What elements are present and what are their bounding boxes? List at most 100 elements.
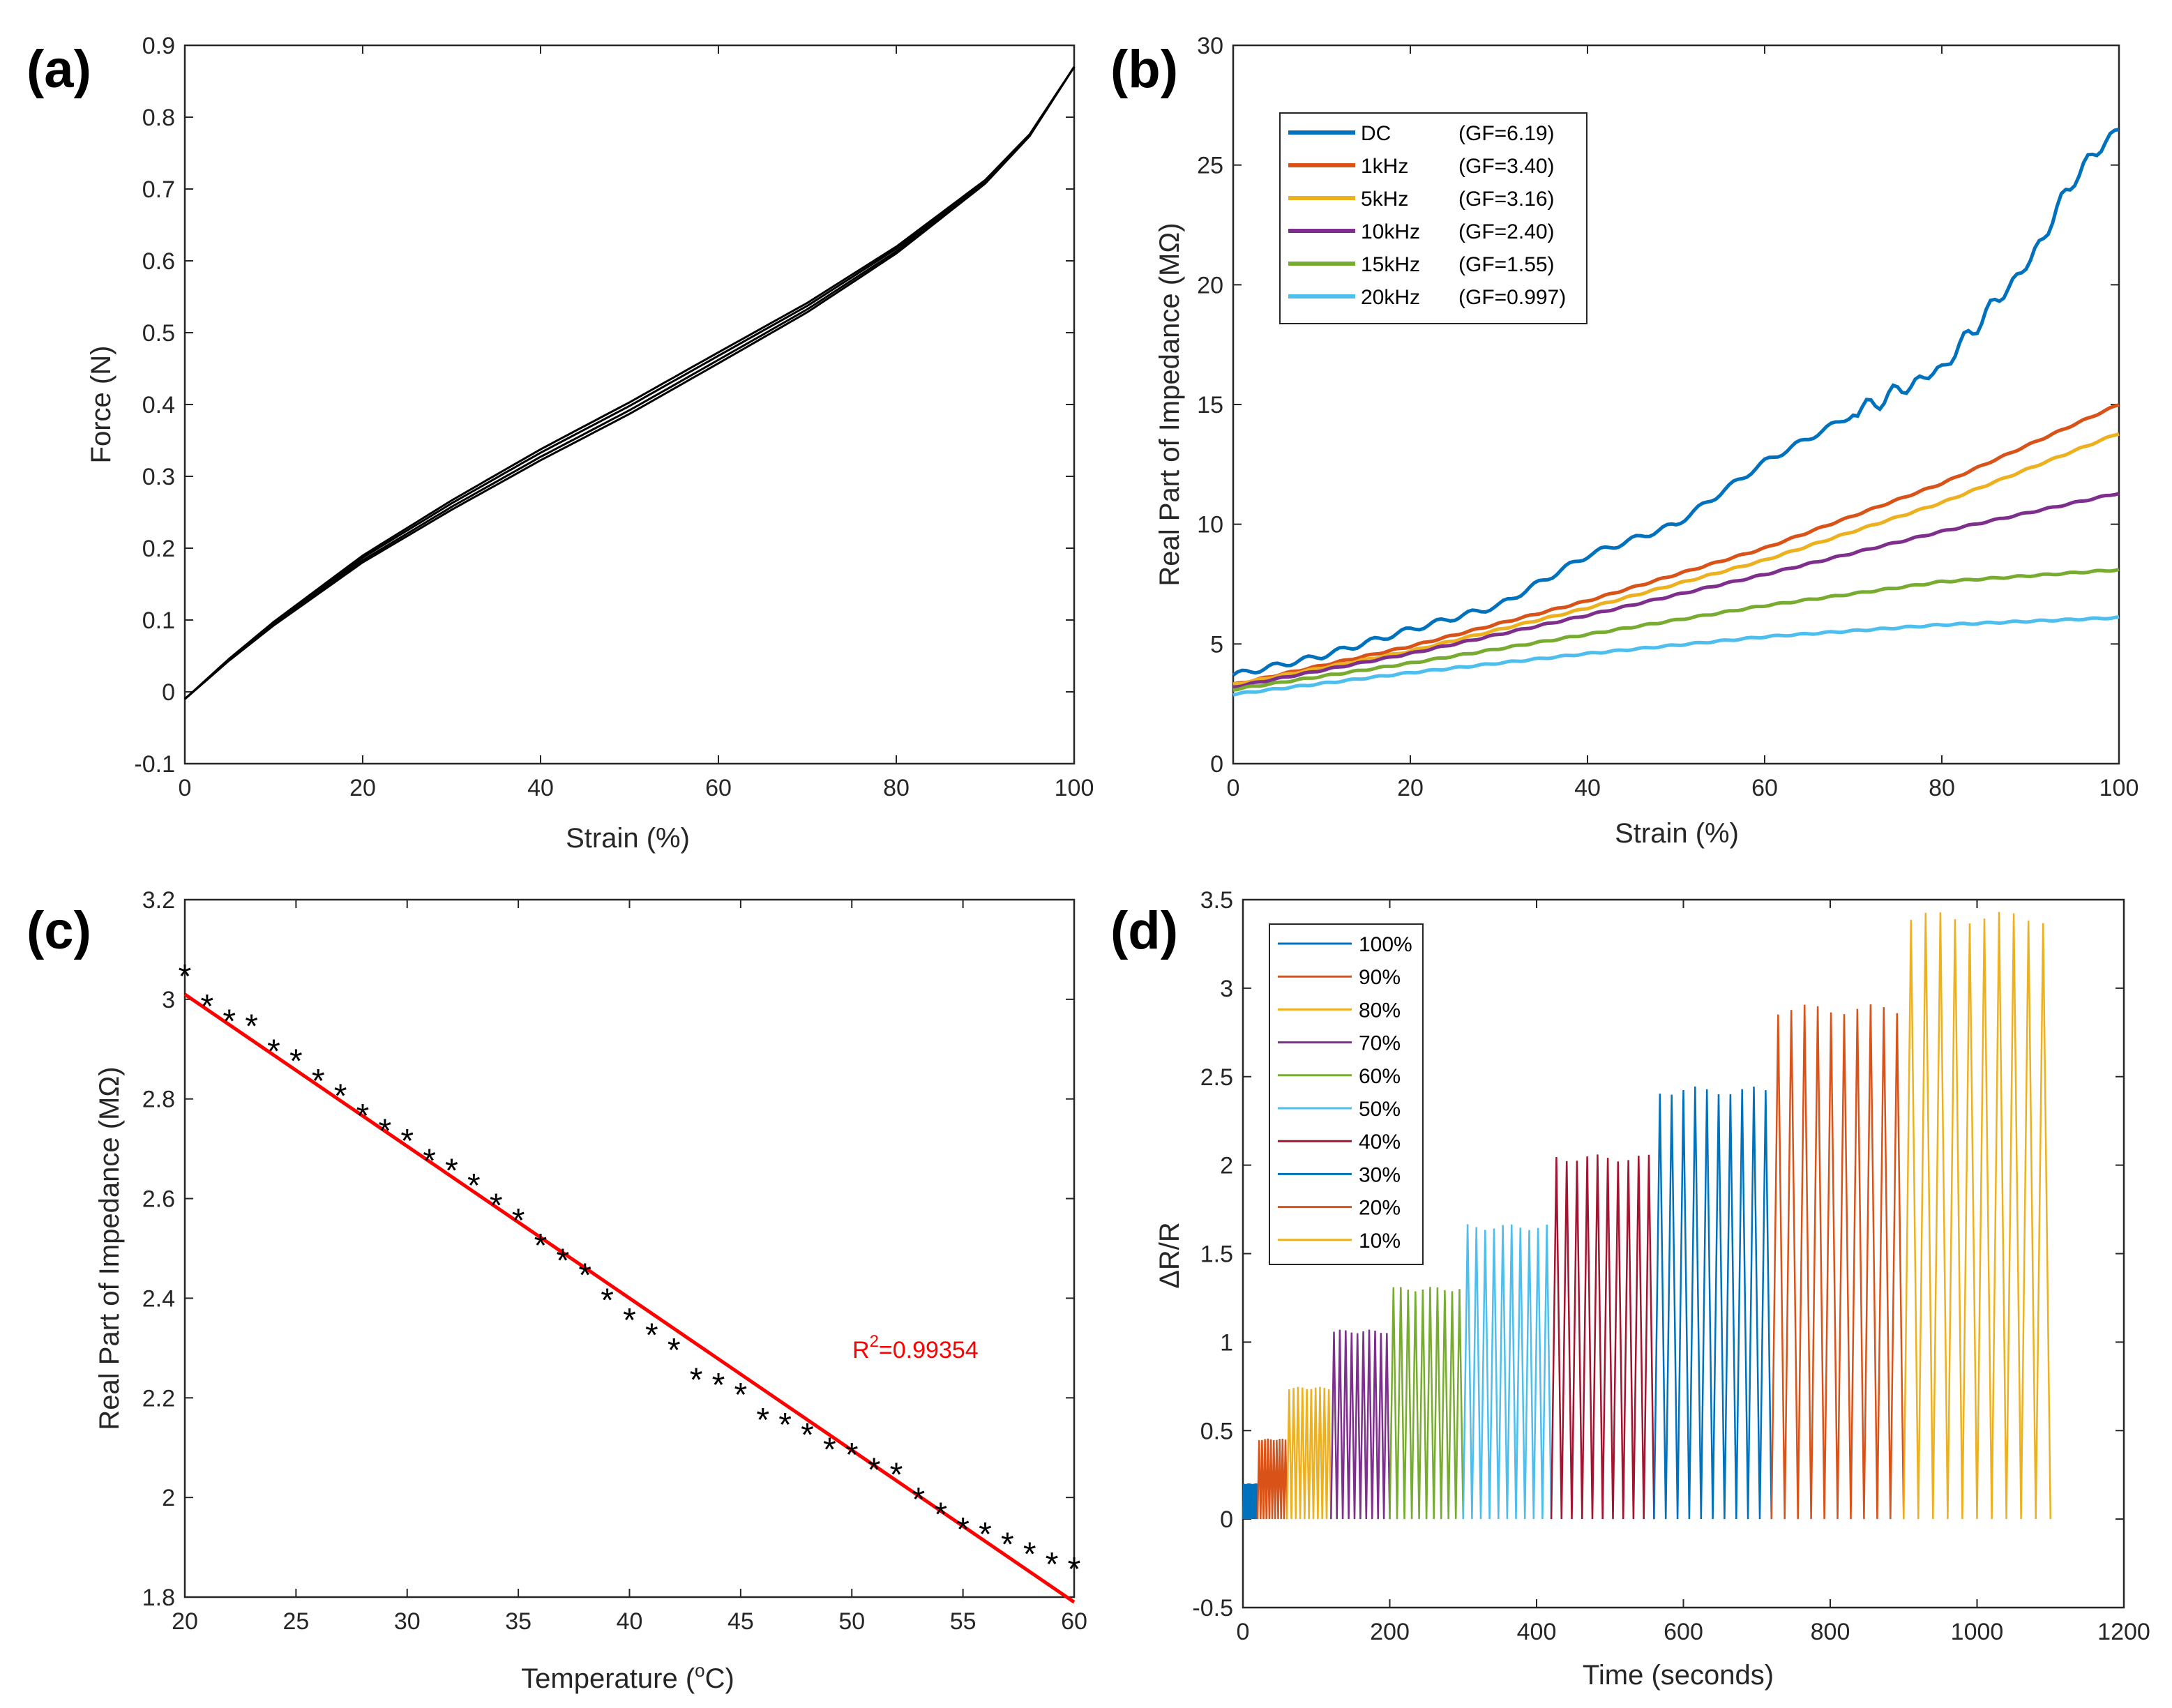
chart-b: 0 20 40 60 80 100 0 5 10 15 20 25 30 DC (GF=6.19) 1kHz (…: [1197, 33, 2139, 801]
chart-c-data-point: *: [778, 1407, 792, 1444]
chart-c-data-point: *: [223, 1003, 236, 1040]
chart-c-data-point: *: [334, 1078, 347, 1115]
chart-b-ytick-label: 30: [1197, 33, 1223, 59]
chart-d-ytick-label: 0: [1220, 1506, 1233, 1533]
chart-c-data-point: *: [423, 1142, 436, 1179]
chart-a-ylabel: Force (N): [86, 346, 116, 464]
chart-b-xlabel: Strain (%): [1615, 818, 1739, 849]
chart-c-data-point: *: [734, 1377, 748, 1414]
chart-d-ylabel: ΔR/R: [1154, 1222, 1185, 1289]
chart-d-series-line: [1903, 912, 2052, 1520]
chart-c-data-point: *: [912, 1481, 926, 1518]
chart-d-xtick-label: 1000: [1951, 1619, 2004, 1645]
chart-c-xlabel-sup: o: [695, 1660, 704, 1681]
chart-c-data-point: *: [712, 1367, 725, 1404]
chart-d-legend-label: 10%: [1359, 1230, 1401, 1253]
chart-c-data-point: *: [490, 1188, 503, 1225]
chart-d-series-line: [1242, 1483, 1259, 1520]
chart-c-data-point: *: [1023, 1536, 1036, 1573]
chart-a-ytick-label: 0.6: [142, 248, 175, 275]
chart-c-fit-line: [183, 992, 1076, 1604]
chart-b-legend-gf: (GF=2.40): [1458, 220, 1555, 243]
chart-d-legend-label: 20%: [1359, 1197, 1401, 1220]
chart-a-cycle-line: [184, 66, 1076, 700]
chart-d-xtick-label: 600: [1664, 1619, 1703, 1645]
chart-b-ytick-label: 5: [1210, 631, 1223, 658]
chart-b-xtick-label: 100: [2099, 775, 2139, 801]
chart-c-data-point: *: [801, 1416, 814, 1453]
chart-c: 20 25 30 35 40 45 50 55 601.822.22.42.62.833.2**…: [142, 887, 1087, 1635]
chart-a-ytick-label: 0.5: [142, 320, 175, 347]
chart-d-series-line: [1462, 1224, 1553, 1520]
chart-b-series-line: [1232, 403, 2120, 686]
chart-d-ytick-label: 3: [1220, 976, 1233, 1002]
chart-c-data-point: *: [356, 1098, 370, 1135]
chart-a-ytick-label: 0.9: [142, 33, 175, 59]
chart-b-legend-label: 15kHz: [1361, 253, 1420, 276]
chart-b-xtick-label: 0: [1227, 775, 1240, 801]
chart-b-legend-label: 5kHz: [1361, 188, 1408, 211]
chart-b-legend-gf: (GF=6.19): [1458, 122, 1555, 145]
chart-d-xtick-label: 0: [1237, 1619, 1250, 1645]
chart-b-ytick-label: 20: [1197, 272, 1223, 298]
chart-b-xtick-label: 80: [1929, 775, 1955, 801]
chart-d-series-line: [1285, 1386, 1332, 1520]
chart-c-data-point: *: [645, 1317, 658, 1354]
chart-c-data-point: *: [557, 1242, 570, 1279]
chart-d-xlabel: Time (seconds): [1583, 1660, 1774, 1691]
chart-d-ytick-label: 2.5: [1200, 1064, 1233, 1091]
chart-a-ytick-label: 0.1: [142, 607, 175, 634]
chart-c-data-point: *: [601, 1282, 614, 1319]
chart-b-series-line: [1232, 568, 2120, 692]
chart-c-ytick-label: 3: [162, 987, 175, 1013]
chart-c-data-point: *: [534, 1227, 548, 1264]
chart-d-ytick-label: 0.5: [1200, 1418, 1233, 1444]
chart-b-legend-gf: (GF=1.55): [1458, 253, 1555, 276]
chart-d-ytick-label: 1.5: [1200, 1241, 1233, 1268]
chart-c-ytick-label: 2.8: [142, 1087, 175, 1113]
chart-a-xlabel: Strain (%): [566, 823, 690, 854]
chart-d-xtick-label: 400: [1517, 1619, 1557, 1645]
chart-b-xtick-label: 20: [1397, 775, 1424, 801]
chart-c-data-point: *: [1068, 1551, 1081, 1588]
chart-b-legend-gf: (GF=3.40): [1458, 155, 1555, 178]
chart-b-legend-gf: (GF=3.16): [1458, 188, 1555, 211]
chart-c-xtick-label: 20: [172, 1608, 198, 1635]
chart-d-legend-label: 60%: [1359, 1065, 1401, 1088]
chart-a-xtick-label: 100: [1055, 775, 1094, 801]
chart-c-data-point: *: [312, 1063, 325, 1100]
chart-d-xtick-label: 200: [1370, 1619, 1410, 1645]
chart-c-data-point: *: [1046, 1546, 1059, 1583]
chart-d-xtick-label: 1200: [2097, 1619, 2150, 1645]
chart-c-data-point: *: [823, 1432, 836, 1469]
chart-d-legend-label: 80%: [1359, 999, 1401, 1022]
chart-b-legend-label: 20kHz: [1361, 286, 1420, 309]
chart-b-ylabel: Real Part of Impedance (MΩ): [1154, 222, 1185, 586]
chart-c-xtick-label: 55: [950, 1608, 976, 1635]
panel-label-b: (b): [1110, 40, 1178, 99]
chart-a-ytick-label: 0.3: [142, 464, 175, 490]
panel-label-c: (c): [27, 901, 91, 960]
chart-b-legend-box: [1279, 112, 1587, 324]
chart-c-data-point: *: [578, 1257, 591, 1294]
chart-c-data-point: *: [956, 1511, 970, 1548]
chart-c-xtick-label: 25: [282, 1608, 309, 1635]
chart-a: 0 20 40 60 80 100-0.100.10.20.30.40.50.60.70.…: [134, 33, 1094, 801]
chart-c-data-point: *: [201, 988, 214, 1025]
chart-b-series-line: [1232, 128, 2120, 677]
chart-c-ytick-label: 2.2: [142, 1385, 175, 1412]
chart-c-data-point: *: [267, 1033, 280, 1070]
chart-a-ytick-label: 0.4: [142, 392, 175, 418]
chart-c-xtick-label: 30: [394, 1608, 421, 1635]
r2-suffix: =0.99354: [879, 1337, 979, 1363]
chart-c-ytick-label: 2.6: [142, 1186, 175, 1213]
chart-d-series-line: [1770, 1004, 1905, 1520]
chart-b-ytick-label: 0: [1210, 751, 1223, 778]
chart-b-xtick-label: 60: [1751, 775, 1778, 801]
chart-c-data-point: *: [623, 1302, 636, 1339]
chart-c-xtick-label: 50: [838, 1608, 865, 1635]
chart-d-legend-label: 70%: [1359, 1032, 1401, 1055]
chart-a-cycle-line: [183, 66, 1076, 700]
chart-d-legend-label: 30%: [1359, 1163, 1401, 1186]
